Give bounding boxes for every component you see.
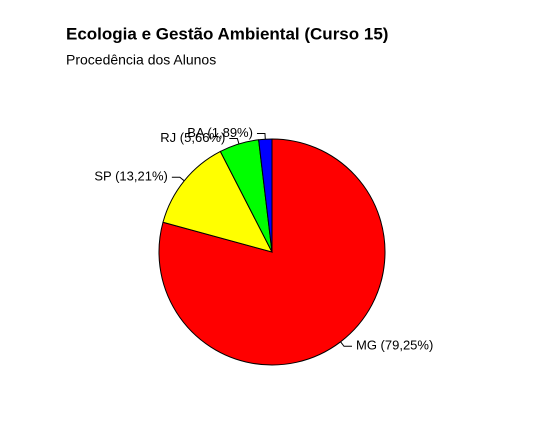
leader-line [229,138,240,145]
slice-label: SP (13,21%) [94,169,167,184]
leader-line [171,176,185,182]
slice-label: RJ (5,66%) [160,130,225,145]
slice-label: BA (1,89%) [187,125,253,140]
pie-slice [258,138,273,253]
leader-line [340,341,353,347]
slice-label: MG (79,25%) [356,338,433,353]
leader-line [256,133,266,140]
chart-subtitle: Procedência dos Alunos [66,52,216,68]
chart-title: Ecologia e Gestão Ambiental (Curso 15) [66,24,388,43]
pie-slice [162,150,273,253]
